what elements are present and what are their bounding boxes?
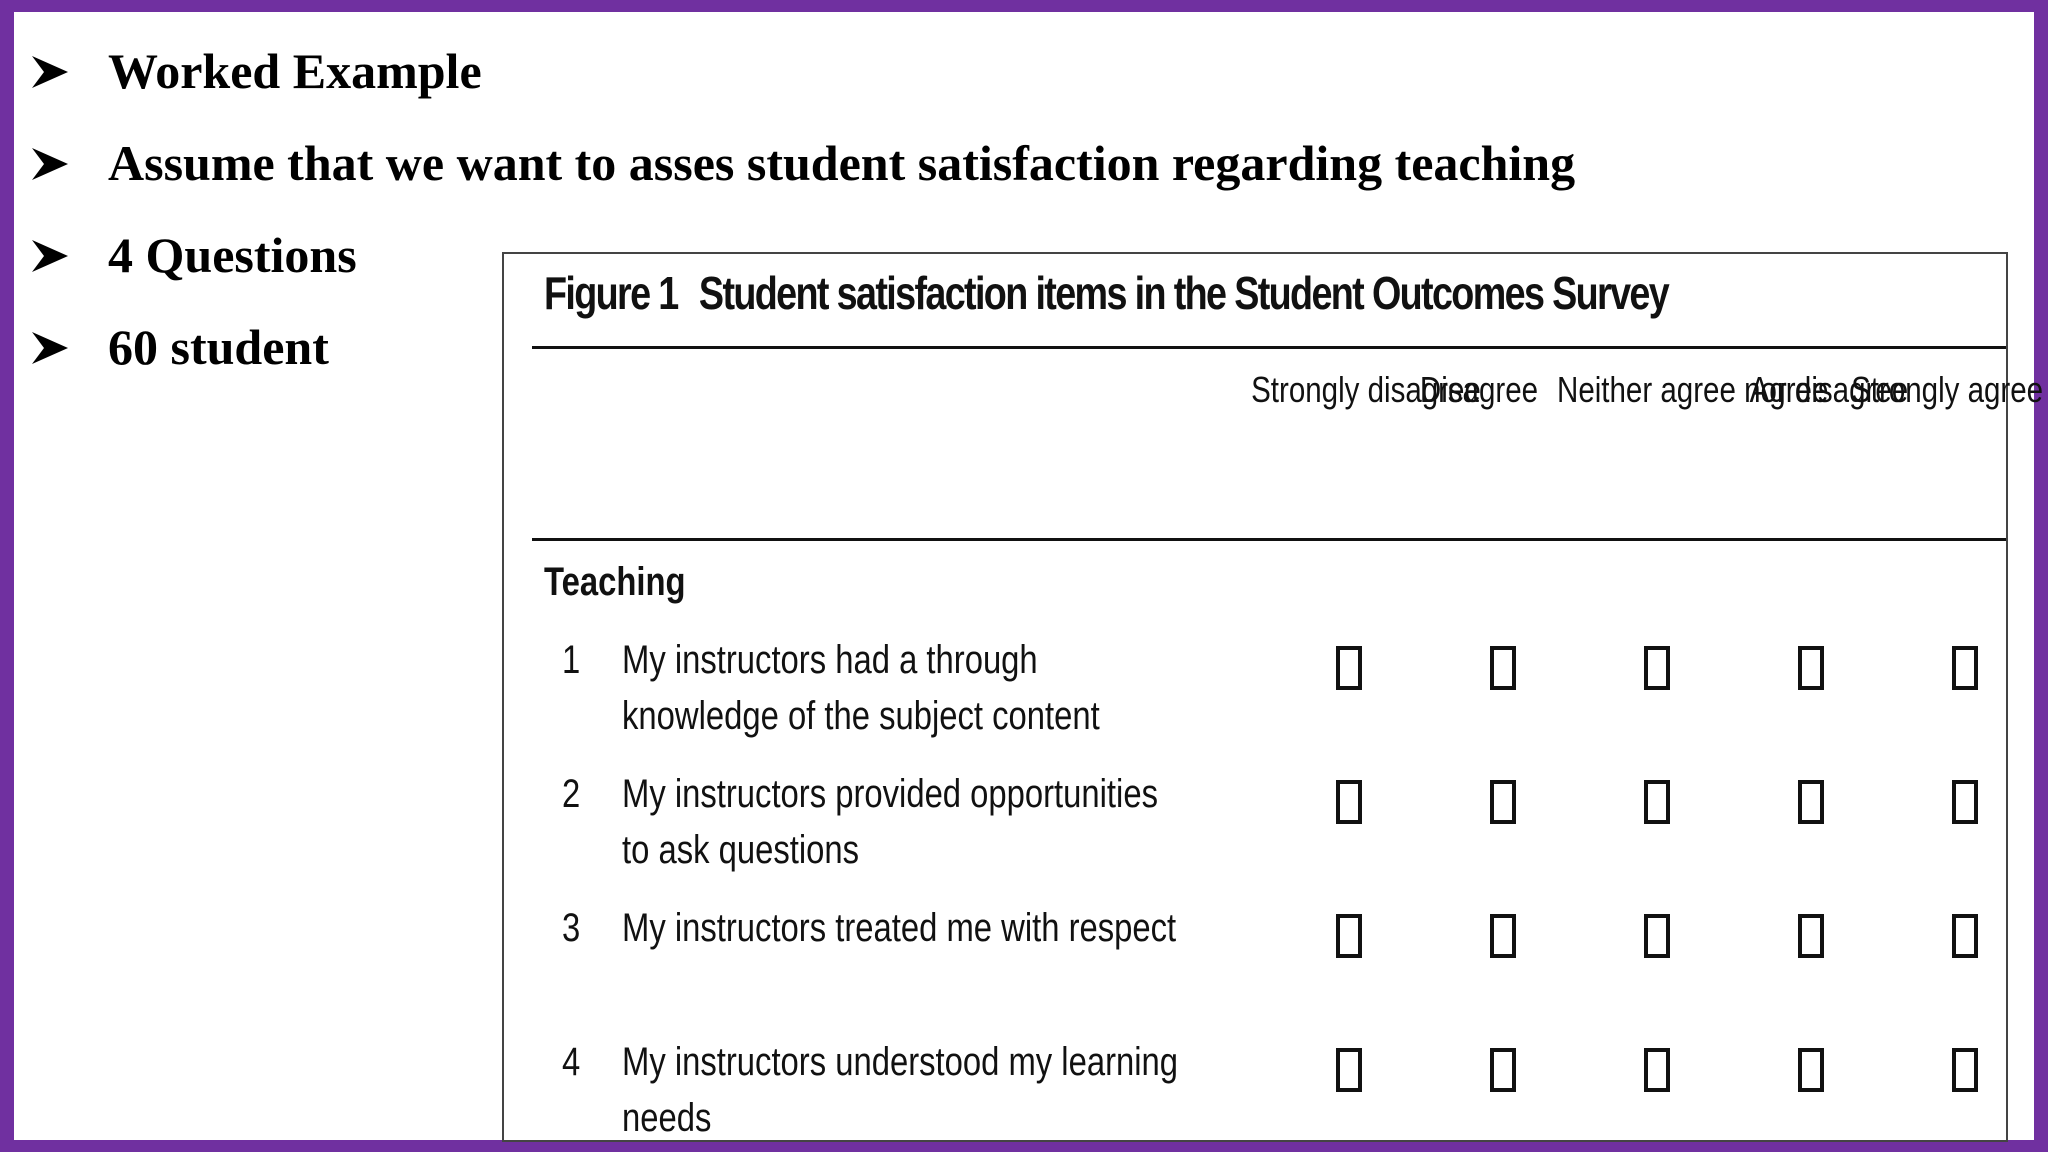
question-text: My instructors treated me with respect	[622, 906, 1177, 950]
column-header-agree: Agree	[1749, 369, 1829, 410]
checkbox-strongly-agree[interactable]	[1952, 1048, 1978, 1092]
checkbox-disagree[interactable]	[1490, 1048, 1516, 1092]
question-number: 1	[562, 638, 581, 682]
column-header-strongly-disagree: Strongly disagree	[1251, 369, 1481, 410]
checkbox-neither[interactable]	[1644, 1048, 1670, 1092]
question-row: 2 My instructors provided opportunities …	[504, 766, 2006, 886]
checkbox-strongly-agree[interactable]	[1952, 780, 1978, 824]
arrow-bullet-icon	[32, 240, 68, 272]
arrow-bullet-icon	[32, 148, 68, 180]
checkbox-neither[interactable]	[1644, 780, 1670, 824]
question-text: My instructors provided opportunities to…	[622, 772, 1158, 872]
bullet-text: Worked Example	[108, 43, 482, 99]
question-text: My instructors understood my learning ne…	[622, 1040, 1179, 1140]
question-text: My instructors had a through knowledge o…	[622, 638, 1100, 738]
question-number: 2	[562, 772, 581, 816]
checkbox-disagree[interactable]	[1490, 914, 1516, 958]
checkbox-strongly-disagree[interactable]	[1336, 914, 1362, 958]
question-number: 4	[562, 1040, 581, 1084]
arrow-bullet-icon	[32, 332, 68, 364]
checkbox-agree[interactable]	[1798, 646, 1824, 690]
checkbox-agree[interactable]	[1798, 780, 1824, 824]
arrow-bullet-icon	[32, 56, 68, 88]
checkbox-strongly-disagree[interactable]	[1336, 780, 1362, 824]
section-divider	[532, 538, 2006, 541]
checkbox-strongly-agree[interactable]	[1952, 646, 1978, 690]
checkbox-agree[interactable]	[1798, 914, 1824, 958]
checkbox-strongly-disagree[interactable]	[1336, 1048, 1362, 1092]
figure-title: Figure 1 Student satisfaction items in th…	[544, 266, 1670, 320]
checkbox-agree[interactable]	[1798, 1048, 1824, 1092]
bullet-text: Assume that we want to asses student sat…	[108, 135, 1576, 191]
column-header-disagree: Disagree	[1419, 369, 1539, 410]
checkbox-disagree[interactable]	[1490, 646, 1516, 690]
checkbox-neither[interactable]	[1644, 914, 1670, 958]
section-label: Teaching	[544, 560, 686, 604]
question-row: 3 My instructors treated me with respect	[504, 900, 2006, 1020]
column-header-strongly-agree: Strongly agree	[1851, 369, 2044, 410]
checkbox-strongly-disagree[interactable]	[1336, 646, 1362, 690]
question-number: 3	[562, 906, 581, 950]
checkbox-disagree[interactable]	[1490, 780, 1516, 824]
checkbox-strongly-agree[interactable]	[1952, 914, 1978, 958]
survey-figure: Figure 1 Student satisfaction items in th…	[502, 252, 2044, 1142]
figure-caption: Student satisfaction items in the Studen…	[698, 267, 1670, 319]
question-row: 4 My instructors understood my learning …	[504, 1034, 2006, 1154]
column-header-neither: Neither agree nor disagree	[1557, 369, 1909, 410]
bullet-text: 4 Questions	[108, 227, 357, 283]
question-row: 1 My instructors had a through knowledge…	[504, 632, 2006, 752]
figure-number: Figure 1	[544, 267, 679, 319]
checkbox-neither[interactable]	[1644, 646, 1670, 690]
bullet-text: 60 student	[108, 319, 329, 375]
header-divider	[532, 346, 2006, 349]
